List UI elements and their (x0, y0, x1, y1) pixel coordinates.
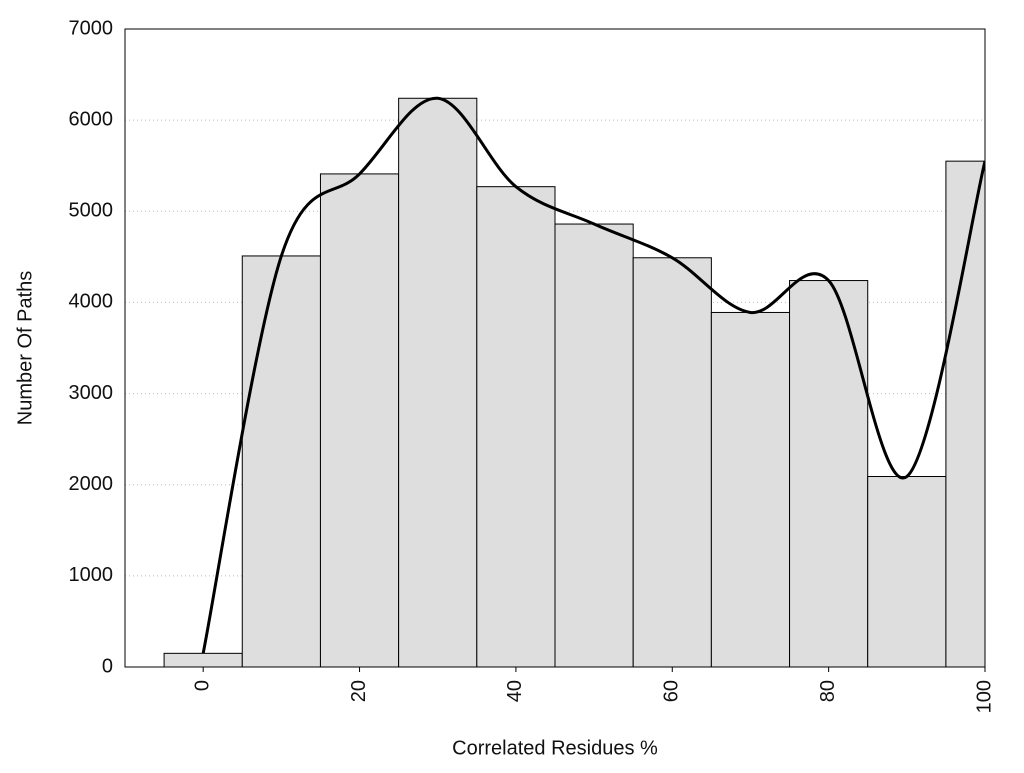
x-tick-label: 40 (504, 680, 526, 702)
bar (945, 160, 985, 667)
x-tick-label: 80 (817, 680, 839, 702)
y-tick-label: 6000 (69, 108, 114, 130)
y-tick-label: 7000 (69, 17, 114, 39)
x-tick-label: 100 (973, 680, 995, 713)
x-tick-label: 20 (348, 680, 370, 702)
y-tick-label: 4000 (69, 291, 114, 313)
x-tick-label: 60 (661, 680, 683, 702)
y-tick-label: 3000 (69, 382, 114, 404)
y-axis-label: Number Of Paths (14, 271, 36, 426)
plot-area (163, 96, 985, 667)
bar (241, 255, 321, 667)
bar (163, 652, 243, 667)
y-tick-label: 1000 (69, 564, 114, 586)
bar (476, 186, 556, 667)
y-tick-label: 5000 (69, 200, 114, 222)
bar (319, 173, 400, 667)
x-tick-label: 0 (191, 680, 213, 691)
y-tick-label: 2000 (69, 473, 114, 495)
bar (554, 223, 634, 667)
y-tick-label: 0 (102, 655, 113, 677)
bar (867, 476, 947, 667)
bar (632, 257, 712, 667)
x-axis-label: Correlated Residues % (452, 737, 658, 759)
smooth-line (201, 96, 985, 654)
bar (710, 311, 791, 667)
bar (789, 280, 869, 667)
plot-frame (124, 28, 986, 668)
bar (398, 97, 478, 667)
